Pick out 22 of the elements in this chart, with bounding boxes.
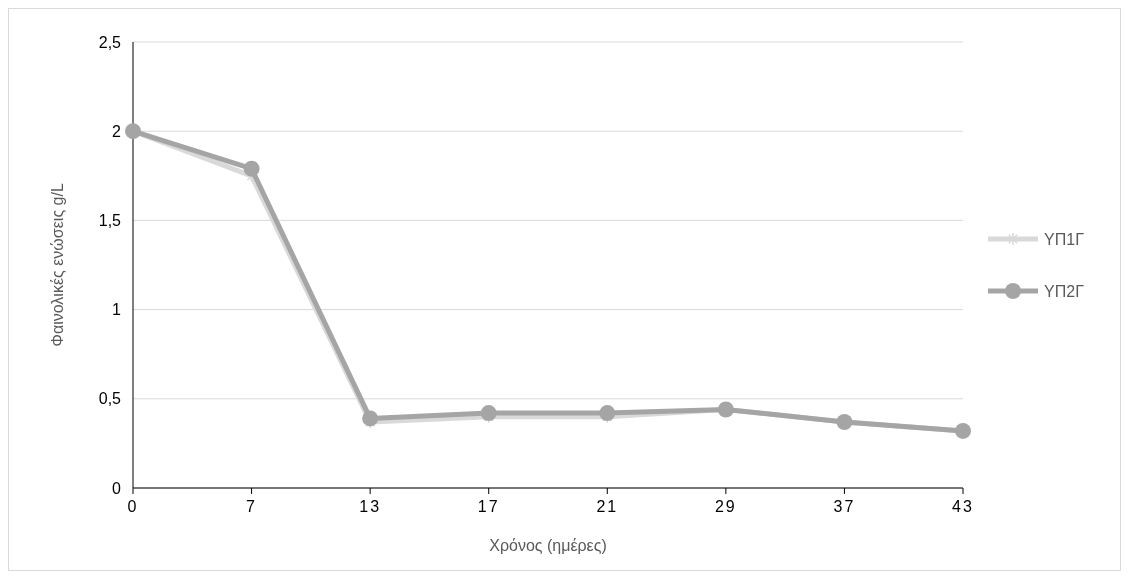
- x-tick-label: 13: [359, 498, 382, 515]
- point: [362, 410, 379, 427]
- x-axis-title: Χρόνος (ημέρες): [489, 537, 607, 554]
- x-tick-label: 17: [477, 498, 500, 515]
- y-tick-label: 0,5: [98, 390, 122, 408]
- x-tick-label: 29: [714, 498, 737, 515]
- y-tick-label: 1,5: [98, 212, 122, 229]
- y-tick-label: 0: [112, 479, 122, 497]
- legend-label: ΥΠ1Γ: [1044, 230, 1085, 248]
- x-tick-label: 0: [127, 498, 139, 515]
- x-tick-label: 37: [833, 498, 856, 515]
- x-tick-label: 21: [596, 498, 619, 515]
- point: [243, 160, 260, 177]
- y-tick-label: 2: [112, 122, 122, 140]
- y-tick-label: 2,5: [98, 33, 122, 51]
- point: [480, 405, 497, 422]
- x-tick-label: 43: [952, 498, 974, 515]
- y-tick-label: 1: [112, 301, 122, 319]
- y-axis-title: Φαινολικές ενώσεις g/L: [49, 183, 66, 347]
- x-tick-label: 7: [246, 498, 258, 515]
- legend-label: ΥΠ2Γ: [1044, 282, 1085, 300]
- point: [599, 405, 616, 422]
